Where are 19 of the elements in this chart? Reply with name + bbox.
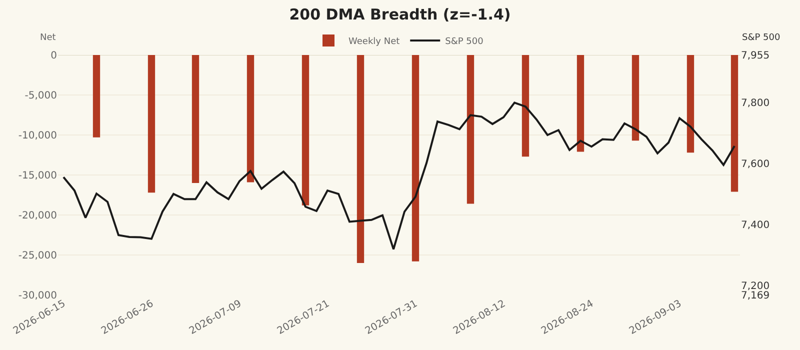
y2-tick-label: 7,169 — [741, 290, 770, 302]
legend-label: S&P 500 — [445, 37, 484, 48]
y-tick-label: -20,000 — [18, 210, 57, 222]
y-axis-title: Net — [40, 33, 56, 43]
chart-title: 200 DMA Breadth (z=-1.4) — [289, 5, 511, 24]
y2-tick-label: 7,955 — [741, 50, 770, 62]
y-tick-label: -10,000 — [18, 130, 57, 142]
y-tick-label: 0 — [50, 50, 57, 62]
y-tick-label: -5,000 — [24, 90, 57, 102]
y-tick-label: -15,000 — [18, 170, 57, 182]
y2-tick-label: 7,800 — [741, 98, 770, 109]
y-tick-label: -30,000 — [18, 290, 57, 302]
line-series — [62, 102, 736, 250]
y2-tick-label: 7,400 — [741, 220, 770, 231]
y-tick-label: -25,000 — [18, 250, 57, 262]
y2-axis-title: S&P 500 — [742, 33, 780, 43]
y2-tick-label: 7,200 — [741, 281, 770, 292]
y2-tick-label: 7,600 — [741, 158, 770, 170]
legend-label: Weekly Net — [348, 37, 400, 48]
